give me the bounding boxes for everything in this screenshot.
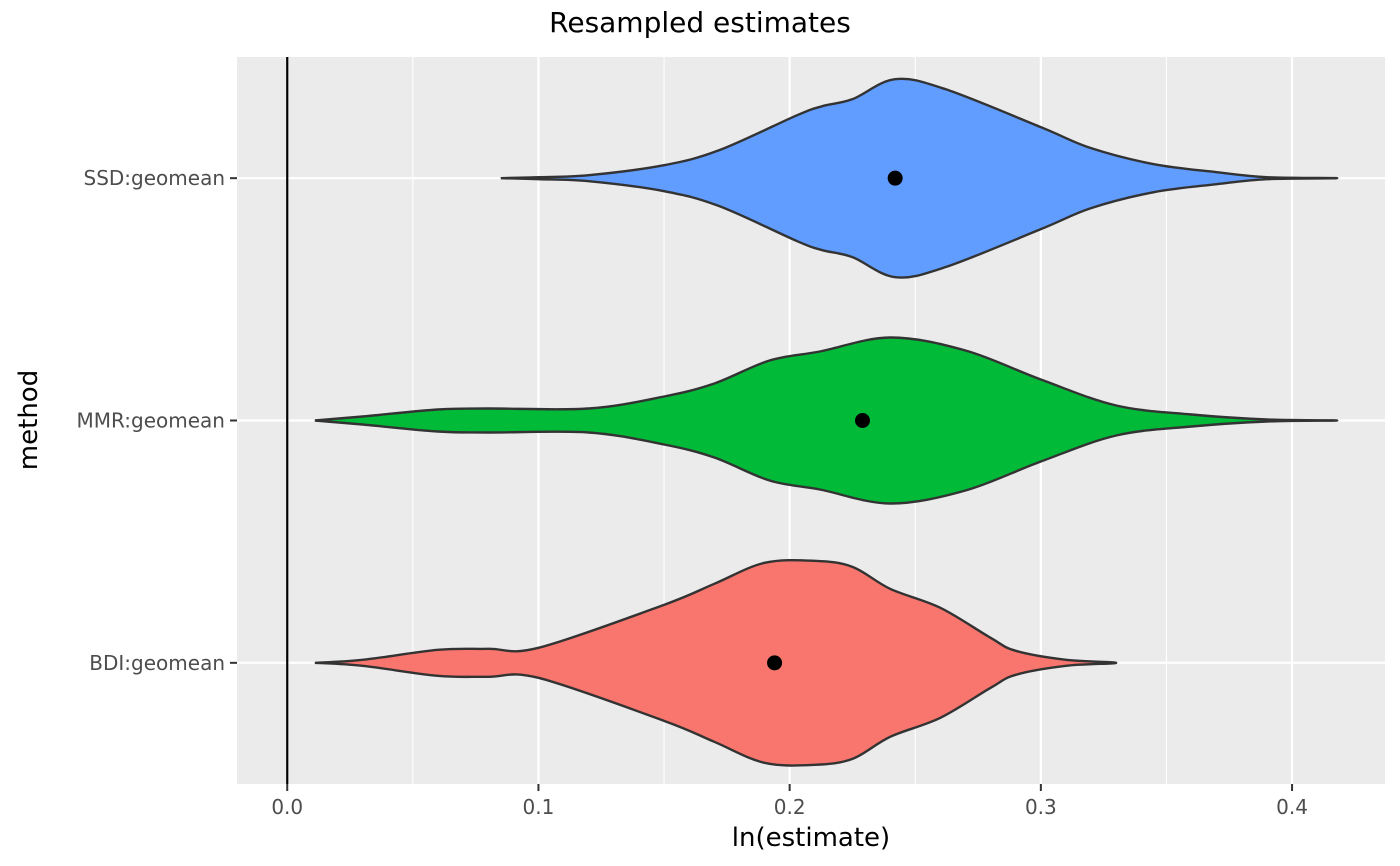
estimate-point xyxy=(887,170,903,186)
violins xyxy=(314,77,1339,767)
violin-bdi-geomean xyxy=(314,558,1118,767)
x-tick-label: 0.0 xyxy=(271,795,303,819)
x-tick-label: 0.3 xyxy=(1025,795,1057,819)
estimate-point xyxy=(854,413,870,428)
y-tick-label: BDI:geomean xyxy=(89,651,225,675)
chart-title: Resampled estimates xyxy=(549,6,851,39)
axes: 0.0 0.1 0.2 0.3 0.4 SSD:geomean MMR:geomean BDI… xyxy=(77,166,1308,819)
x-tick-label: 0.1 xyxy=(523,795,555,819)
y-tick-label: MMR:geomean xyxy=(77,409,226,433)
violin-mmr-geomean xyxy=(314,336,1339,505)
x-axis-title: ln(estimate) xyxy=(732,823,890,853)
y-tick-label: SSD:geomean xyxy=(84,166,225,190)
violin-ssd-geomean xyxy=(500,77,1339,279)
estimate-point xyxy=(767,655,783,671)
x-tick-label: 0.2 xyxy=(774,795,806,819)
x-tick-label: 0.4 xyxy=(1276,795,1308,819)
y-axis-title: method xyxy=(14,370,44,470)
